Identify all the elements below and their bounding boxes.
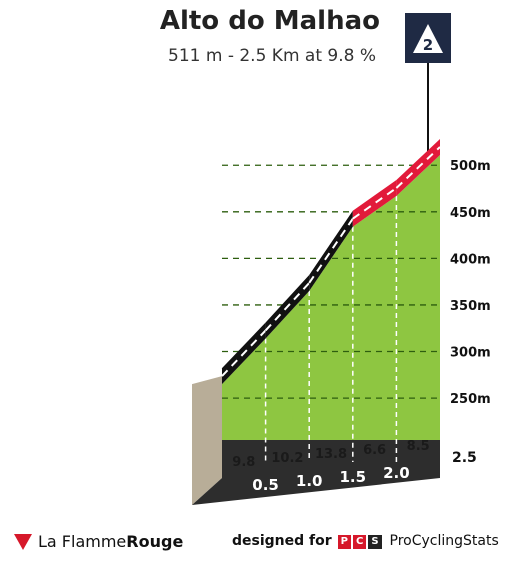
km-label-0.5: 0.5 <box>252 476 279 494</box>
km-label-1.0: 1.0 <box>296 472 323 490</box>
pcs-letter-p: P <box>337 535 351 549</box>
y-tick-label-450: 450m <box>450 206 491 221</box>
y-tick-label-250: 250m <box>450 392 491 407</box>
elevation-profile-chart: 2 250m 300m 350m 400m 450m 500m 9.8 10.2 13.8 6.6… <box>192 13 491 505</box>
gradient-label-5: 8.5 <box>407 439 430 454</box>
profile-area-fill <box>222 155 440 440</box>
pcs-letter-s: S <box>368 535 382 549</box>
y-tick-label-300: 300m <box>450 346 491 361</box>
gradient-label-2: 10.2 <box>271 451 303 466</box>
profile-base-strip <box>192 440 440 505</box>
profile-left-wall <box>192 376 222 505</box>
road-centerline-4 <box>352 187 397 220</box>
category-badge-number: 2 <box>423 36 433 54</box>
road-centerline-2 <box>264 282 310 332</box>
pcs-letter-c: C <box>352 535 367 549</box>
y-tick-label-350: 350m <box>450 299 491 314</box>
km-label-1.5: 1.5 <box>340 468 367 486</box>
procyclingstats-label: ProCyclingStats <box>389 532 499 549</box>
flamme-rouge-flag-icon <box>14 533 32 550</box>
climb-subtitle: 511 m - 2.5 Km at 9.8 % <box>168 46 376 66</box>
y-tick-label-500: 500m <box>450 159 491 174</box>
km-label-2.0: 2.0 <box>383 464 410 482</box>
laflammerouge-logo: La FlammeRouge <box>14 532 183 551</box>
road-centerline-5 <box>395 146 441 189</box>
road-segment-4 <box>352 179 397 227</box>
category-badge-triangle-icon <box>413 24 443 53</box>
y-tick-label-400: 400m <box>450 252 491 267</box>
gradient-label-3: 13.8 <box>315 447 347 462</box>
gradient-label-4: 6.6 <box>363 443 386 458</box>
designed-for-label: designed for <box>232 532 332 549</box>
brand-left-text: La FlammeRouge <box>38 532 184 551</box>
road-centerline-1 <box>221 329 267 377</box>
climb-title: Alto do Malhao <box>159 6 380 36</box>
gradient-label-1: 9.8 <box>232 455 255 470</box>
x-total-label: 2.5 <box>452 450 477 466</box>
road-segment-3 <box>309 210 353 291</box>
category-badge: 2 <box>405 13 451 155</box>
